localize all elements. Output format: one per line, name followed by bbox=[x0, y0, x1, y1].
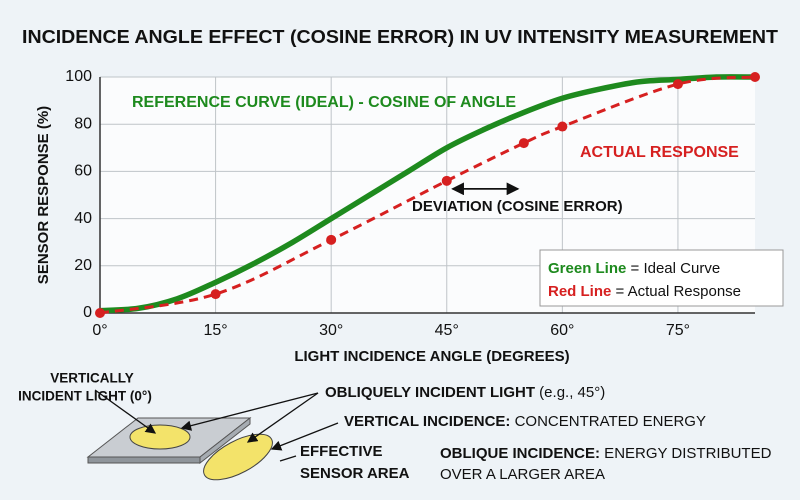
legend-box bbox=[539, 249, 784, 307]
series-line bbox=[99, 75, 756, 315]
arrow bbox=[279, 455, 297, 462]
arrow bbox=[270, 422, 339, 451]
series-label: REFERENCE CURVE (IDEAL) - COSINE OF ANGL… bbox=[132, 94, 516, 111]
x-axis-label: LIGHT INCIDENCE ANGLE (DEGREES) bbox=[294, 348, 569, 365]
data-point bbox=[326, 234, 337, 245]
series-line bbox=[99, 74, 756, 314]
chart-title: INCIDENCE ANGLE EFFECT (COSINE ERROR) IN… bbox=[22, 26, 779, 47]
series-label: ACTUAL RESPONSE bbox=[580, 144, 739, 161]
x-tick-label: 0° bbox=[92, 322, 107, 339]
arrow bbox=[94, 389, 157, 434]
x-tick-label: 15° bbox=[203, 322, 227, 339]
sensor-area bbox=[129, 424, 191, 450]
y-tick-label: 80 bbox=[74, 115, 92, 132]
sensor-label: EFFECTIVE bbox=[300, 443, 383, 460]
data-point bbox=[750, 72, 760, 82]
oblique-area bbox=[203, 433, 273, 481]
vertical-note-bold: VERTICAL INCIDENCE: bbox=[344, 413, 510, 430]
annotation: DEVIATION (COSINE ERROR) bbox=[412, 198, 623, 215]
x-tick-label: 75° bbox=[666, 322, 690, 339]
oblique-label-bold: OBLIQUELY INCIDENT LIGHT bbox=[325, 384, 535, 401]
oblique-note: OBLIQUE INCIDENCE: ENERGY DISTRIBUTED bbox=[440, 445, 772, 462]
data-point bbox=[95, 308, 105, 318]
x-tick-label: 45° bbox=[435, 322, 459, 339]
legend-text: = Actual Response bbox=[611, 283, 741, 300]
y-axis-label: SENSOR RESPONSE (%) bbox=[35, 106, 52, 284]
legend-key: Green Line bbox=[548, 260, 626, 277]
plate-side bbox=[199, 416, 251, 465]
legend-key: Red Line bbox=[548, 283, 611, 300]
diagram: VERTICALLY INCIDENT LIGHT (0°) OBLIQUELY… bbox=[18, 371, 772, 483]
x-tick-label: 60° bbox=[550, 322, 574, 339]
arrow bbox=[180, 392, 319, 431]
plate-edge bbox=[87, 456, 201, 464]
legend-entry: Green Line = Ideal Curve bbox=[548, 260, 720, 277]
x-tick-label: 30° bbox=[319, 322, 343, 339]
y-tick-label: 0 bbox=[83, 304, 92, 321]
oblique-label-rest: (e.g., 45°) bbox=[535, 384, 605, 401]
data-point bbox=[441, 175, 452, 186]
oblique-note: OVER A LARGER AREA bbox=[440, 466, 605, 483]
data-point bbox=[210, 289, 221, 300]
y-tick-label: 100 bbox=[65, 68, 92, 85]
arrow bbox=[246, 392, 319, 443]
legend-text: = Ideal Curve bbox=[626, 260, 720, 277]
data-point bbox=[672, 79, 683, 90]
vertical-label: INCIDENT LIGHT (0°) bbox=[18, 389, 152, 404]
oblique-note-line: ENERGY DISTRIBUTED bbox=[600, 445, 772, 462]
vertical-note-rest: CONCENTRATED ENERGY bbox=[510, 413, 706, 430]
oblique-note-bold: OBLIQUE INCIDENCE: bbox=[440, 445, 600, 462]
sensor-label: SENSOR AREA bbox=[300, 465, 410, 482]
vertical-label: VERTICALLY bbox=[50, 371, 134, 386]
data-point bbox=[518, 138, 529, 149]
plot: 0 20 40 60 80 100 0° 15° 30° 45° 60° 75° REFERENCE C… bbox=[65, 68, 760, 339]
y-tick-label: 40 bbox=[74, 210, 92, 227]
oblique-label: OBLIQUELY INCIDENT LIGHT (e.g., 45°) bbox=[325, 384, 605, 401]
y-tick-label: 60 bbox=[74, 163, 92, 180]
legend-entry: Red Line = Actual Response bbox=[548, 283, 741, 300]
data-point bbox=[557, 121, 568, 132]
vertical-note: VERTICAL INCIDENCE: CONCENTRATED ENERGY bbox=[344, 413, 706, 430]
y-tick-label: 20 bbox=[74, 257, 92, 274]
